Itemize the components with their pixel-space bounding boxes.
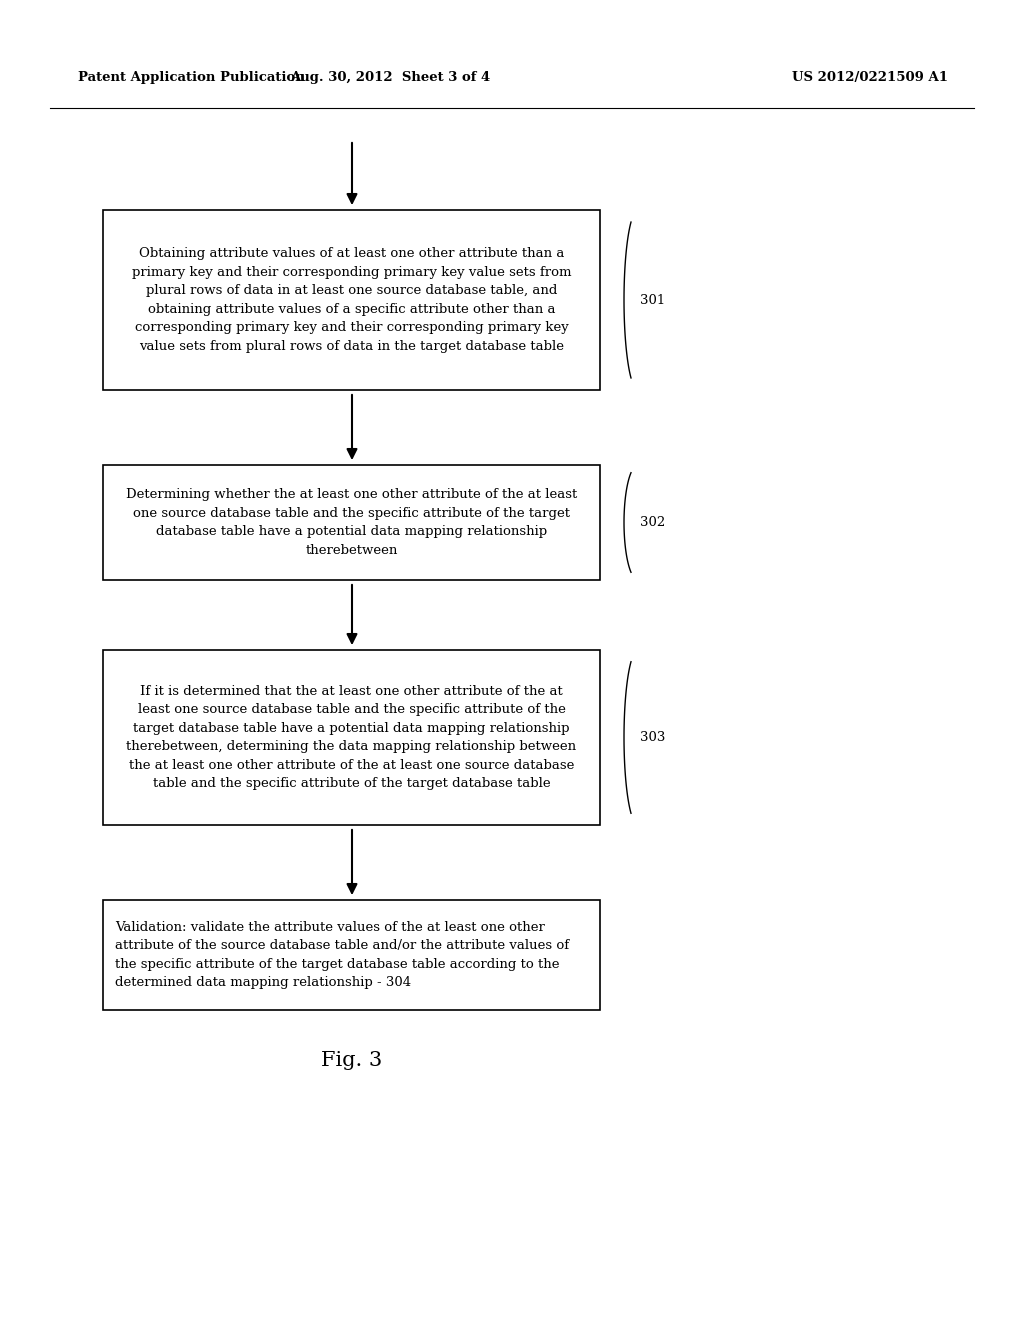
Bar <box>103 649 600 825</box>
Text: Fig. 3: Fig. 3 <box>322 1051 383 1069</box>
Text: Aug. 30, 2012  Sheet 3 of 4: Aug. 30, 2012 Sheet 3 of 4 <box>290 71 490 84</box>
Text: Patent Application Publication: Patent Application Publication <box>78 71 305 84</box>
Text: Obtaining attribute values of at least one other attribute than a
primary key an: Obtaining attribute values of at least o… <box>132 247 571 352</box>
Bar <box>103 900 600 1010</box>
Text: 301: 301 <box>640 293 666 306</box>
Text: Validation: validate the attribute values of the at least one other
attribute of: Validation: validate the attribute value… <box>115 921 569 989</box>
Text: 302: 302 <box>640 516 666 529</box>
Bar <box>103 210 600 389</box>
Bar <box>103 465 600 579</box>
Text: If it is determined that the at least one other attribute of the at
least one so: If it is determined that the at least on… <box>126 685 577 791</box>
Text: US 2012/0221509 A1: US 2012/0221509 A1 <box>792 71 948 84</box>
Text: 303: 303 <box>640 731 666 744</box>
Text: Determining whether the at least one other attribute of the at least
one source : Determining whether the at least one oth… <box>126 488 578 557</box>
